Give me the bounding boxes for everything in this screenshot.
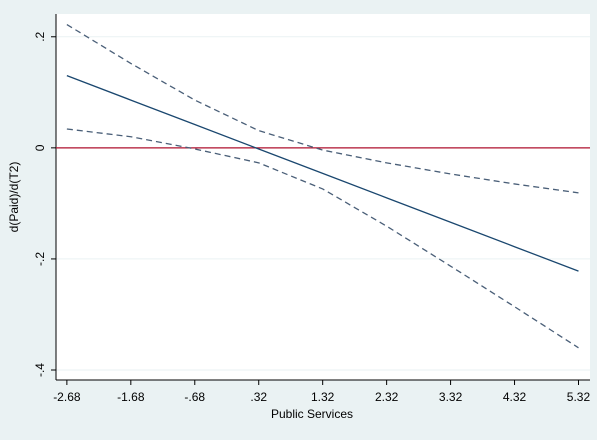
x-tick-label: 5.32 <box>567 390 591 404</box>
y-tick-label: -.2 <box>33 252 47 266</box>
x-tick-label: 4.32 <box>503 390 527 404</box>
x-axis-title: Public Services <box>271 407 353 421</box>
y-tick-label: 0 <box>33 144 47 151</box>
series-line <box>66 75 579 272</box>
x-tick-label: -1.68 <box>117 390 145 404</box>
series-line <box>66 128 579 349</box>
x-tick-label: -.68 <box>184 390 205 404</box>
y-axis-title: d(Paid)/d(T2) <box>7 162 21 233</box>
y-tick-label: -.4 <box>33 363 47 377</box>
x-tick-label: .32 <box>250 390 267 404</box>
plot-area <box>56 14 590 380</box>
y-tick-label: .2 <box>33 31 47 41</box>
x-tick-label: 1.32 <box>311 390 335 404</box>
x-tick-label: 3.32 <box>439 390 463 404</box>
x-tick-label: -2.68 <box>53 390 81 404</box>
x-tick-label: 2.32 <box>375 390 399 404</box>
